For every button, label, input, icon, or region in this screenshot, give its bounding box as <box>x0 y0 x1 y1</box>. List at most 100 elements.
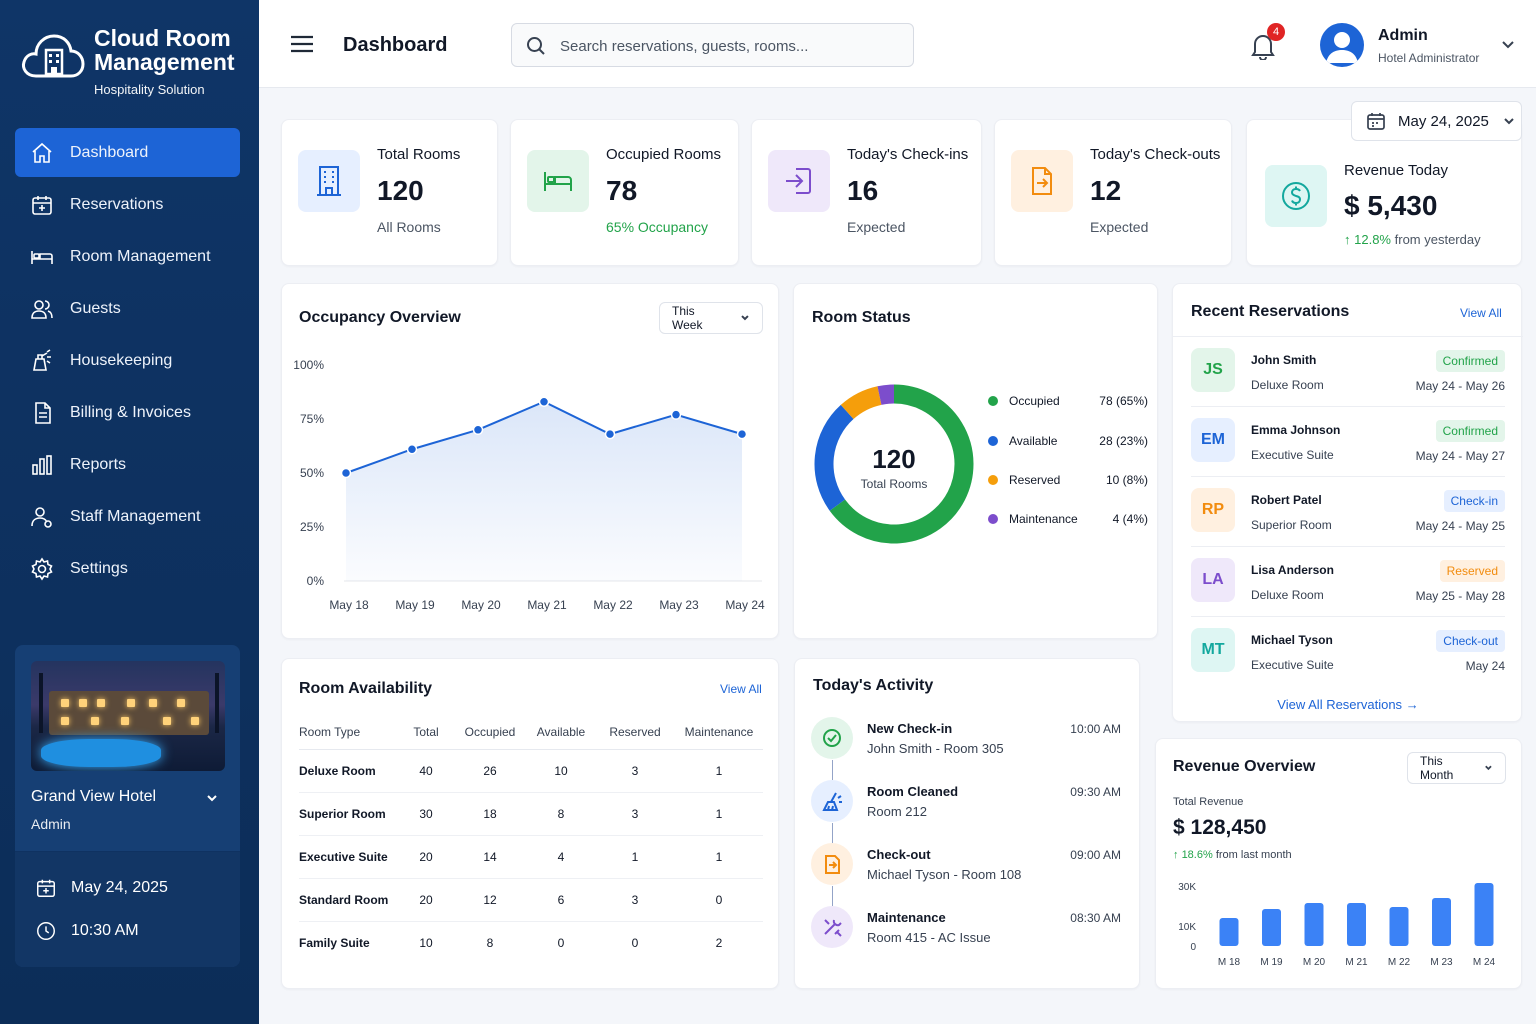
reservation-dates: May 24 - May 27 <box>1415 449 1505 463</box>
chevron-down-icon[interactable] <box>205 791 219 805</box>
sidebar-item-reservations[interactable]: Reservations <box>15 180 240 229</box>
revenue-bar[interactable] <box>1432 898 1451 946</box>
table-row: Deluxe Room 40 26 10 3 1 <box>299 749 763 793</box>
legend-dot <box>988 514 998 524</box>
guest-name: Robert Patel <box>1251 493 1322 507</box>
x-tick-label: M 24 <box>1473 957 1496 968</box>
donut-center-label: Total Rooms <box>860 477 928 491</box>
brand: Cloud Room Management Hospitality Soluti… <box>20 26 235 97</box>
sidebar-item-label: Dashboard <box>70 143 149 161</box>
occupancy-overview-card: Occupancy Overview This Week 0% 25% 50% 75%… <box>281 283 779 639</box>
table-cell: 8 <box>486 935 494 950</box>
arrow-right-icon: → <box>1405 697 1419 712</box>
revenue-bar[interactable] <box>1389 907 1409 946</box>
activity-subtitle: Room 212 <box>867 804 927 819</box>
sidebar-item-staff-management[interactable]: Staff Management <box>15 492 240 541</box>
table-cell: 8 <box>527 792 595 836</box>
calendar-icon <box>37 879 55 897</box>
card-title: Room Availability <box>299 680 433 697</box>
bed-icon <box>527 150 589 212</box>
reservation-row[interactable]: JS John Smith Deluxe Room Confirmed May … <box>1191 338 1505 402</box>
view-all-link[interactable]: View All <box>720 682 762 696</box>
sidebar-item-billing[interactable]: Billing & Invoices <box>15 388 240 437</box>
table-cell: 0 <box>675 878 763 922</box>
revenue-bar[interactable] <box>1304 903 1324 946</box>
reservation-row[interactable]: RP Robert Patel Superior Room Check-in M… <box>1191 478 1505 542</box>
stat-card-total-rooms: Total Rooms 120 All Rooms <box>281 119 498 266</box>
spray-icon <box>29 348 55 374</box>
activity-time: 09:30 AM <box>1070 785 1121 799</box>
occupancy-line-chart: 0% 25% 50% 75% 100% May 18 May 19 May 20 May 21 M… <box>293 358 765 612</box>
revenue-bar[interactable] <box>1219 918 1239 946</box>
occupancy-point[interactable] <box>340 467 352 479</box>
revenue-bar[interactable] <box>1347 903 1366 946</box>
staff-icon <box>29 504 55 530</box>
date-picker-value: May 24, 2025 <box>1398 112 1489 130</box>
occupancy-point[interactable] <box>604 428 616 440</box>
notification-badge: 4 <box>1267 23 1285 41</box>
y-tick-label: 75% <box>300 412 324 426</box>
date-picker[interactable]: May 24, 2025 <box>1351 101 1522 141</box>
sidebar-item-label: Settings <box>70 559 128 577</box>
table-cell: 20 <box>399 835 453 879</box>
status-badge: Reserved <box>1439 560 1505 582</box>
select-value: This Month <box>1420 754 1454 782</box>
status-badge: Confirmed <box>1435 420 1505 442</box>
y-tick-label: 25% <box>300 520 324 534</box>
sidebar-item-settings[interactable]: Settings <box>15 544 240 593</box>
occupancy-point[interactable] <box>736 428 748 440</box>
stat-sub: Expected <box>847 219 906 235</box>
activity-time: 08:30 AM <box>1070 911 1121 925</box>
card-title: Occupancy Overview <box>299 309 461 326</box>
donut-slice-maintenance[interactable] <box>877 384 895 405</box>
view-all-reservations-link[interactable]: View All Reservations → <box>1173 697 1523 712</box>
revenue-range-select[interactable]: This Month <box>1407 752 1506 784</box>
exit-icon <box>811 843 853 885</box>
sidebar-item-reports[interactable]: Reports <box>15 440 240 489</box>
occupancy-point[interactable] <box>472 424 484 436</box>
reservation-row[interactable]: EM Emma Johnson Executive Suite Confirme… <box>1191 408 1505 472</box>
search-input[interactable] <box>560 34 900 58</box>
avatar[interactable] <box>1320 23 1364 67</box>
chevron-down-icon[interactable] <box>1501 38 1515 52</box>
guest-name: Lisa Anderson <box>1251 563 1334 577</box>
donut-slice-available[interactable] <box>814 404 854 511</box>
guest-room-type: Deluxe Room <box>1251 588 1324 602</box>
stat-sub: Expected <box>1090 219 1149 235</box>
hotel-photo <box>31 661 225 771</box>
legend-item-occupied: Occupied 78 (65%) <box>988 394 1148 408</box>
table-row: Family Suite 10 8 0 0 2 <box>299 921 763 964</box>
bell-icon[interactable] <box>1250 32 1276 60</box>
sidebar-item-housekeeping[interactable]: Housekeeping <box>15 336 240 385</box>
stat-sub: All Rooms <box>377 219 441 235</box>
reservation-row[interactable]: MT Michael Tyson Executive Suite Check-o… <box>1191 618 1505 682</box>
occupancy-point[interactable] <box>538 396 550 407</box>
todays-activity-card: Today's Activity New Check-in John Smith… <box>794 658 1140 989</box>
user-name: Admin <box>1378 27 1428 44</box>
sidebar-item-room-management[interactable]: Room Management <box>15 232 240 281</box>
view-all-link[interactable]: View All <box>1460 306 1502 320</box>
current-date-text: May 24, 2025 <box>71 879 168 896</box>
revenue-bar[interactable] <box>1474 883 1494 946</box>
table-cell: Executive Suite <box>299 835 399 879</box>
reservation-row[interactable]: LA Lisa Anderson Deluxe Room Reserved Ma… <box>1191 548 1505 612</box>
sidebar-item-label: Reports <box>70 455 127 473</box>
activity-item: New Check-in John Smith - Room 305 10:00… <box>811 717 1121 777</box>
occupancy-point[interactable] <box>670 409 682 420</box>
sidebar-item-label: Reservations <box>70 195 164 213</box>
revenue-bar[interactable] <box>1262 909 1281 946</box>
occupancy-point[interactable] <box>406 443 418 455</box>
hamburger-menu-icon[interactable] <box>291 35 313 53</box>
donut-slice-occupied[interactable] <box>829 384 974 544</box>
sidebar-item-dashboard[interactable]: Dashboard <box>15 128 240 177</box>
donut-slice-reserved[interactable] <box>840 386 882 420</box>
current-time-text: 10:30 AM <box>71 922 139 939</box>
users-icon <box>29 296 55 322</box>
y-tick-label: 10K <box>1178 922 1196 933</box>
activity-title: New Check-in <box>867 721 953 736</box>
chevron-down-icon <box>741 315 749 321</box>
revenue-overview-card: Revenue Overview This Month Total Revenu… <box>1155 738 1522 989</box>
guest-initials-avatar: MT <box>1191 628 1235 672</box>
occupancy-range-select[interactable]: This Week <box>659 302 763 334</box>
sidebar-item-guests[interactable]: Guests <box>15 284 240 333</box>
